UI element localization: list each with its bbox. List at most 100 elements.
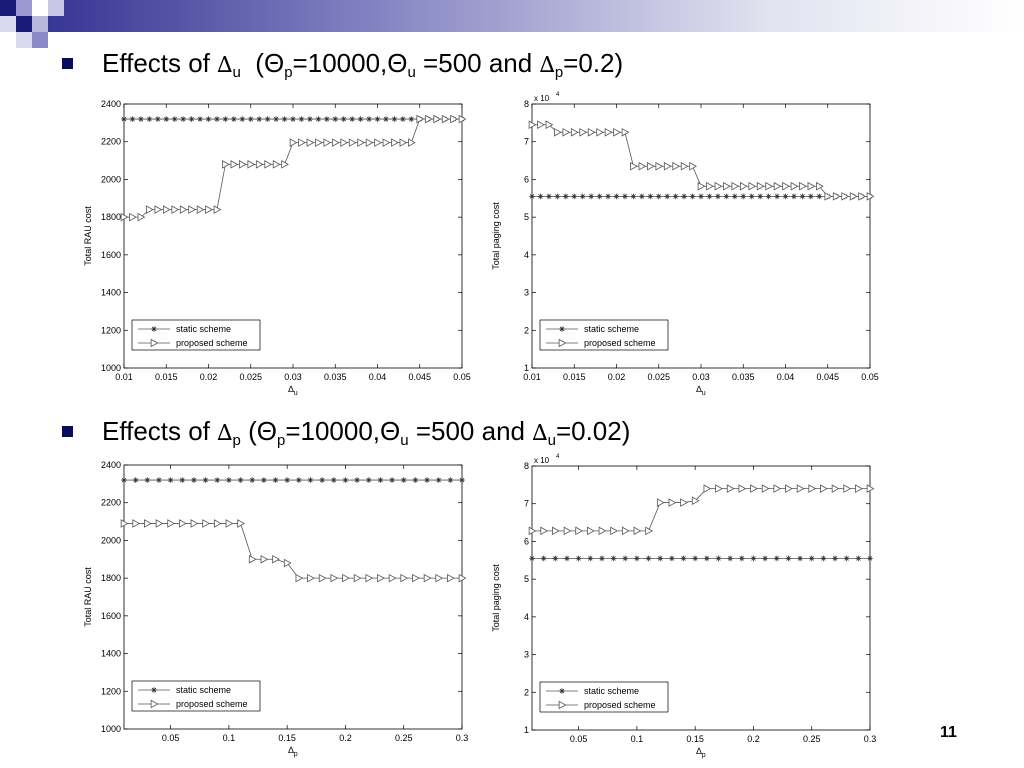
- y-exponent-label: x 10: [534, 94, 550, 103]
- x-tick-label: 0.035: [324, 372, 347, 382]
- proposed-scheme-point: [714, 181, 723, 191]
- deco-square: [32, 32, 48, 48]
- static-scheme-point: [156, 477, 162, 483]
- static-scheme-point: [732, 193, 738, 200]
- proposed-scheme-point: [680, 498, 688, 507]
- proposed-scheme-point: [423, 573, 432, 583]
- static-scheme-point: [383, 116, 389, 122]
- static-scheme-point: [727, 555, 733, 562]
- y-tick-label: 4: [524, 250, 529, 260]
- static-scheme-point: [408, 116, 415, 122]
- proposed-scheme-point: [331, 138, 340, 147]
- proposed-scheme-point: [374, 138, 382, 147]
- x-tick-label: 0.25: [395, 733, 413, 743]
- proposed-scheme-point: [416, 114, 425, 124]
- y-tick-label: 1: [524, 363, 529, 373]
- proposed-scheme-point: [353, 573, 362, 583]
- x-tick-label: 0.03: [284, 372, 302, 382]
- proposed-scheme-point: [318, 573, 327, 583]
- legend-label: static scheme: [584, 686, 639, 696]
- static-scheme-point: [630, 193, 637, 200]
- proposed-scheme-point: [765, 181, 774, 191]
- static-scheme-point: [330, 477, 337, 483]
- proposed-scheme-point: [824, 192, 833, 201]
- static-scheme-point: [740, 193, 747, 200]
- proposed-scheme-point: [382, 138, 391, 147]
- proposed-scheme-point: [162, 205, 171, 214]
- static-scheme-point: [155, 116, 161, 122]
- static-scheme-point: [307, 477, 314, 483]
- proposed-scheme-point: [213, 519, 222, 528]
- static-scheme-point: [249, 477, 256, 483]
- static-scheme-point: [575, 555, 582, 562]
- x-tick-label: 0.025: [647, 372, 670, 382]
- y-tick-label: 6: [524, 536, 529, 546]
- y-tick-label: 2400: [101, 99, 121, 109]
- x-axis-label-sub: u: [702, 390, 706, 397]
- static-scheme-point: [374, 116, 381, 122]
- static-scheme-point: [564, 555, 570, 562]
- legend-label: static scheme: [176, 685, 231, 695]
- proposed-scheme-point: [731, 181, 740, 191]
- proposed-scheme-point: [365, 573, 374, 583]
- proposed-scheme-point: [849, 192, 858, 201]
- static-scheme-point: [167, 477, 174, 483]
- legend-label: static scheme: [176, 324, 231, 334]
- y-tick-label: 2200: [101, 137, 121, 147]
- title-band: [0, 0, 1024, 32]
- static-scheme-point: [738, 555, 745, 562]
- static-scheme-point: [808, 555, 815, 562]
- static-scheme-point: [757, 193, 763, 200]
- proposed-scheme-point: [630, 161, 638, 171]
- proposed-scheme-point: [260, 555, 269, 564]
- static-scheme-point: [435, 477, 442, 483]
- proposed-scheme-point: [146, 205, 154, 214]
- legend-label: static scheme: [584, 324, 639, 334]
- legend-label: proposed scheme: [584, 700, 656, 710]
- static-scheme-point: [816, 193, 823, 200]
- x-tick-label: 0.045: [408, 372, 431, 382]
- static-scheme-point: [552, 555, 559, 562]
- y-tick-label: 2: [524, 325, 529, 335]
- chart-paging-cost-vs-du: 0.01 0.015 0.02 0.025 0.03 0.035 0.04 0.045 0.05…: [491, 92, 879, 397]
- static-scheme-point: [605, 193, 611, 200]
- x-tick-label: 0.05: [453, 372, 471, 382]
- y-tick-label: 4: [524, 612, 529, 622]
- static-scheme-point: [797, 555, 803, 562]
- static-scheme-point: [655, 193, 662, 200]
- proposed-scheme-point: [342, 573, 350, 583]
- static-scheme-point: [226, 477, 232, 483]
- x-tick-label: 0.02: [200, 372, 218, 382]
- proposed-scheme-point: [545, 120, 554, 130]
- static-scheme-point: [424, 477, 430, 483]
- x-tick-label: 0.04: [369, 372, 387, 382]
- static-scheme-point: [704, 555, 710, 562]
- static-scheme-point: [163, 116, 170, 122]
- y-tick-label: 7: [524, 137, 529, 147]
- proposed-scheme-point: [552, 526, 560, 536]
- proposed-scheme-point: [689, 161, 697, 171]
- proposed-scheme-point: [587, 128, 596, 137]
- x-axis-label: ∆u: [696, 384, 706, 397]
- proposed-scheme-point: [323, 138, 332, 147]
- static-scheme-point: [529, 555, 535, 562]
- proposed-scheme-point: [785, 484, 793, 493]
- static-scheme-point: [273, 116, 279, 122]
- proposed-scheme-point: [154, 205, 163, 214]
- static-scheme-point: [571, 193, 578, 200]
- proposed-scheme-point: [213, 205, 222, 214]
- static-scheme-point: [354, 477, 360, 483]
- proposed-scheme-point: [306, 138, 315, 147]
- proposed-scheme-point: [773, 484, 782, 493]
- y-tick-label: 1600: [101, 611, 121, 621]
- static-scheme-point: [529, 193, 535, 200]
- y-exponent-power: 4: [556, 454, 560, 460]
- legend-label: proposed scheme: [176, 699, 248, 709]
- y-tick-label: 5: [524, 574, 529, 584]
- proposed-scheme-point: [222, 160, 230, 169]
- proposed-scheme-point: [697, 181, 706, 191]
- static-scheme-point: [319, 477, 325, 483]
- static-scheme-point: [400, 116, 406, 122]
- proposed-scheme-point: [357, 138, 366, 147]
- y-tick-label: 2200: [101, 498, 121, 508]
